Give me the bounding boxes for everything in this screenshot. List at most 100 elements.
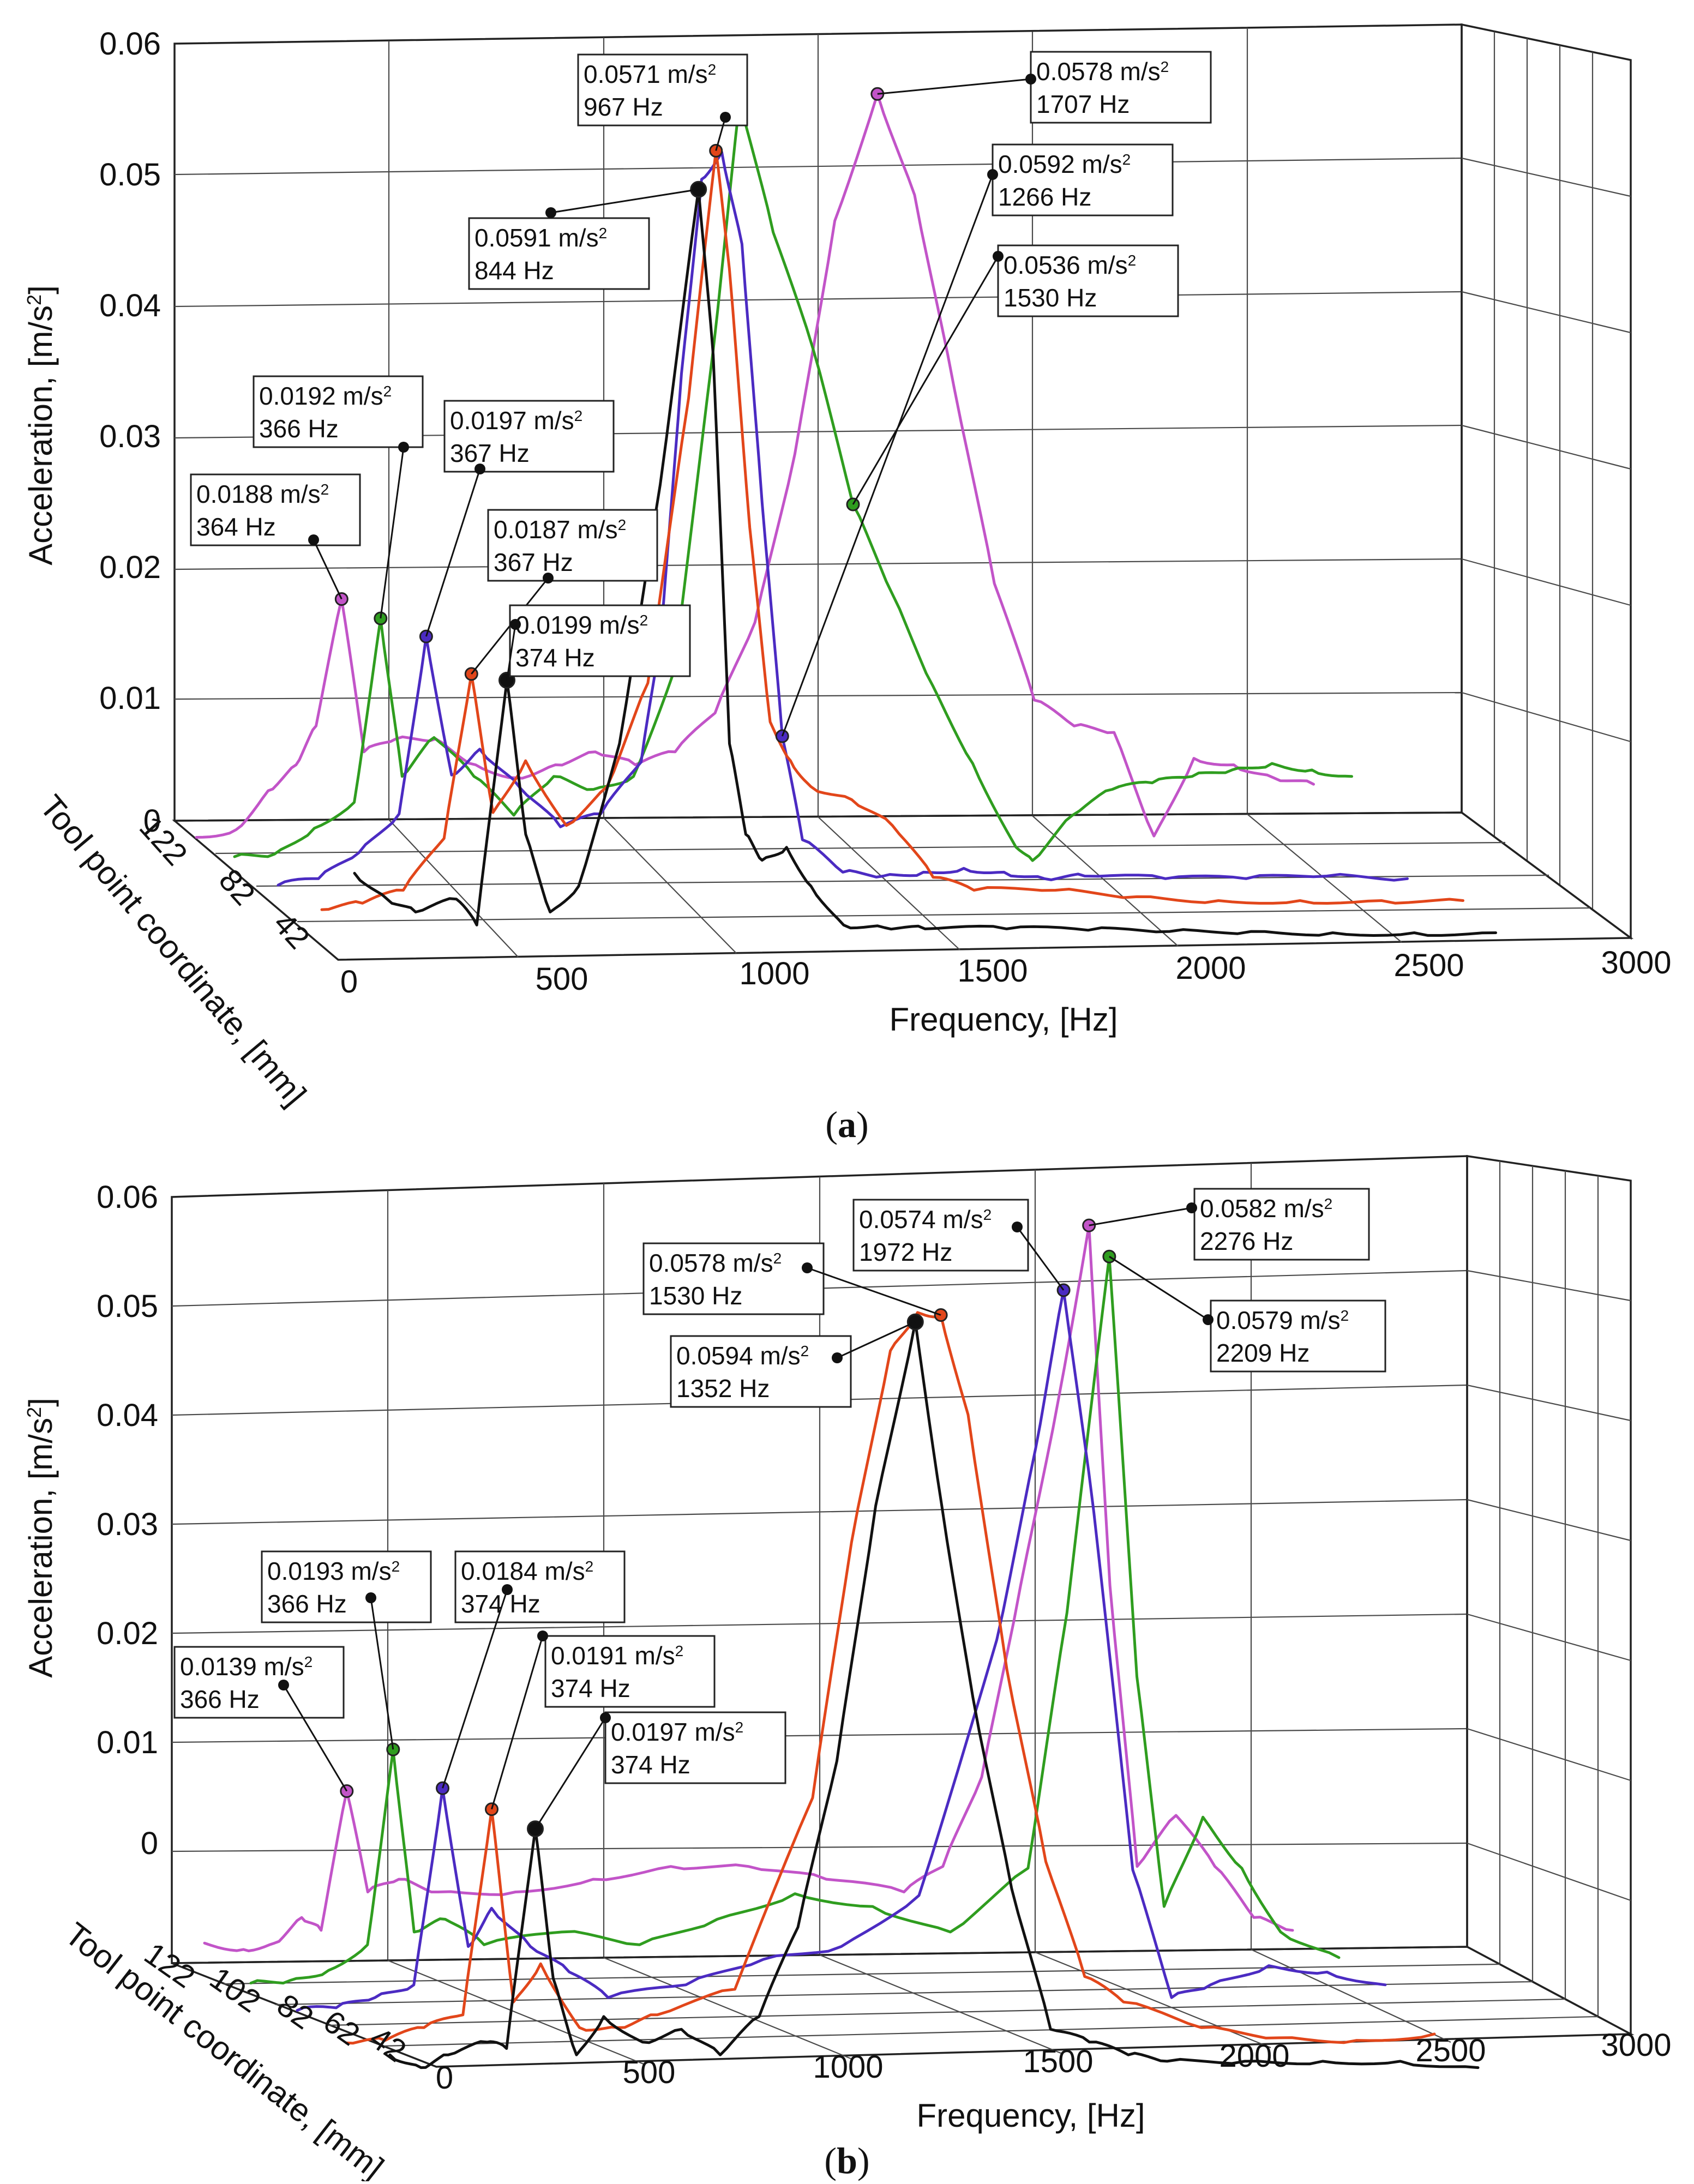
panel-b-y-label: Acceleration, [m/s2]: [22, 1398, 59, 1678]
y-tick: 0: [143, 803, 161, 839]
callout-frequency: 1352 Hz: [676, 1374, 770, 1403]
x-tick: 2500: [1415, 2033, 1486, 2068]
callout-value: 0.0571 m/s2: [584, 60, 716, 88]
panel-b-series: [203, 1224, 1480, 2069]
callout-dot: [1186, 1202, 1197, 1213]
callout-box: [509, 604, 691, 677]
callout-leader: [380, 447, 405, 619]
callout-box: [487, 509, 658, 582]
y-tick: 0.02: [97, 1616, 158, 1651]
x-tick: 1500: [957, 953, 1028, 989]
series-line-red: [345, 1311, 1436, 2045]
callout-leader: [837, 1321, 916, 1359]
callout-box: [1193, 1188, 1370, 1261]
peak-callout: 0.0582 m/s2 2276 Hz: [1089, 1188, 1370, 1261]
y-tick: 0.01: [97, 1725, 158, 1760]
peak-callout: 0.0184 m/s2 374 Hz: [442, 1550, 626, 1789]
y-tick: 0.03: [99, 419, 161, 454]
peak-callout: 0.0192 m/s2 366 Hz: [253, 375, 424, 619]
callout-frequency: 366 Hz: [259, 414, 339, 443]
callout-value: 0.0574 m/s2: [859, 1205, 992, 1234]
y-tick: 0.02: [99, 550, 161, 585]
y-tick: 0.05: [97, 1289, 158, 1324]
callout-leader: [506, 624, 516, 681]
peak-callout: 0.0197 m/s2 367 Hz: [425, 400, 615, 637]
panel-b-y-ticks: 0.06 0.05 0.04 0.03 0.02 0.01 0: [97, 1180, 158, 1861]
callout-leader: [491, 1635, 544, 1810]
peak-callout: 0.0571 m/s2 967 Hz: [577, 53, 748, 151]
panel-a-y-label: Acceleration, [m/s2]: [22, 285, 59, 565]
peak-callout: 0.0191 m/s2 374 Hz: [491, 1631, 716, 1810]
callout-dot: [720, 112, 731, 123]
callout-value: 0.0592 m/s2: [998, 150, 1131, 178]
callout-frequency: 374 Hz: [551, 1674, 630, 1702]
callout-dot: [1025, 74, 1036, 85]
callout-value: 0.0192 m/s2: [259, 382, 392, 410]
peak-callout: 0.0578 m/s2 1707 Hz: [877, 51, 1212, 124]
z-tick: 62: [317, 2003, 366, 2053]
callout-box: [604, 1711, 786, 1784]
callout-frequency: 374 Hz: [515, 643, 595, 672]
panel-a-x-label: Frequency, [Hz]: [889, 1001, 1118, 1038]
callout-value: 0.0187 m/s2: [494, 515, 626, 544]
callout-leader: [534, 1717, 606, 1830]
callout-leader: [370, 1597, 394, 1750]
panel-a-y-ticks: 0.06 0.05 0.04 0.03 0.02 0.01 0: [99, 26, 161, 839]
callout-value: 0.0184 m/s2: [461, 1557, 593, 1585]
callout-value: 0.0193 m/s2: [267, 1557, 400, 1585]
callout-dot: [545, 207, 556, 218]
callout-frequency: 2276 Hz: [1200, 1227, 1293, 1255]
callout-frequency: 967 Hz: [584, 93, 663, 121]
callout-value: 0.0197 m/s2: [450, 406, 582, 435]
panel-a: 0.06 0.05 0.04 0.03 0.02 0.01 0 Accelera…: [22, 23, 1672, 1145]
peak-callout: 0.0592 m/s2 1266 Hz: [781, 143, 1174, 737]
callout-leader: [715, 117, 726, 151]
panel-a-series: [195, 92, 1497, 937]
x-tick: 1000: [739, 956, 809, 991]
callout-box: [670, 1335, 852, 1408]
peak-callout: 0.0197 m/s2 374 Hz: [534, 1711, 786, 1830]
x-tick: 2000: [1175, 950, 1246, 986]
callout-leader: [781, 174, 994, 737]
callout-dot: [1203, 1314, 1214, 1325]
y-tick: 0.05: [99, 157, 161, 192]
y-tick: 0.03: [97, 1507, 158, 1542]
series-line-magenta: [203, 1224, 1294, 1952]
z-tick: 42: [267, 906, 316, 955]
peak-callout: 0.0594 m/s2 1352 Hz: [670, 1321, 916, 1408]
z-tick: 82: [212, 862, 262, 912]
panel-b: 0.06 0.05 0.04 0.03 0.02 0.01 0 Accelera…: [22, 1154, 1672, 2184]
callout-dot: [278, 1680, 289, 1690]
callout-box: [1030, 51, 1212, 124]
callout-leader: [877, 78, 1031, 95]
callout-value: 0.0197 m/s2: [611, 1718, 743, 1746]
callout-leader: [1089, 1207, 1192, 1226]
callout-box: [577, 53, 748, 127]
callout-box: [443, 400, 615, 473]
series-line-blue: [296, 1289, 1387, 2012]
callout-frequency: 367 Hz: [494, 548, 573, 576]
x-tick: 0: [340, 964, 358, 1000]
callout-value: 0.0199 m/s2: [515, 611, 648, 639]
callout-dot: [537, 1631, 548, 1641]
series-line-green: [249, 1255, 1341, 1985]
callout-box: [253, 375, 424, 448]
callout-dot: [993, 251, 1004, 262]
peak-callout: 0.0574 m/s2 1972 Hz: [852, 1199, 1065, 1291]
callout-dot: [398, 442, 409, 453]
callout-dot: [600, 1712, 611, 1723]
callout-value: 0.0536 m/s2: [1004, 251, 1136, 279]
callout-frequency: 367 Hz: [450, 439, 530, 467]
panel-a-annotations: 0.0188 m/s2 364 Hz 0.0192 m/s2 366 Hz 0.0197…: [190, 51, 1212, 737]
panel-b-x-label: Frequency, [Hz]: [916, 2097, 1145, 2134]
x-tick: 0: [436, 2060, 453, 2096]
callout-value: 0.0191 m/s2: [551, 1641, 683, 1670]
x-tick: 3000: [1601, 2027, 1671, 2063]
panel-b-x-ticks: 0 500 1000 1500 2000 2500 3000: [436, 2027, 1672, 2096]
callout-leader: [1016, 1226, 1065, 1291]
panel-a-x-ticks: 0 500 1000 1500 2000 2500 3000: [340, 945, 1672, 1000]
callout-box: [454, 1550, 626, 1623]
callout-dot: [474, 464, 485, 474]
